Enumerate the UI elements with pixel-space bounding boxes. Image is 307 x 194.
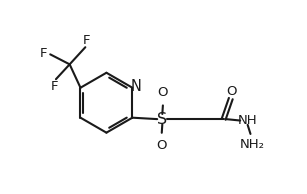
Text: O: O: [157, 139, 167, 152]
Text: NH₂: NH₂: [239, 138, 264, 151]
Text: O: O: [158, 86, 168, 99]
Text: N: N: [131, 79, 142, 94]
Text: NH: NH: [238, 114, 258, 127]
Text: F: F: [83, 35, 90, 48]
Text: O: O: [226, 85, 237, 98]
Text: F: F: [40, 47, 48, 60]
Text: S: S: [157, 112, 167, 127]
Text: F: F: [51, 80, 58, 93]
